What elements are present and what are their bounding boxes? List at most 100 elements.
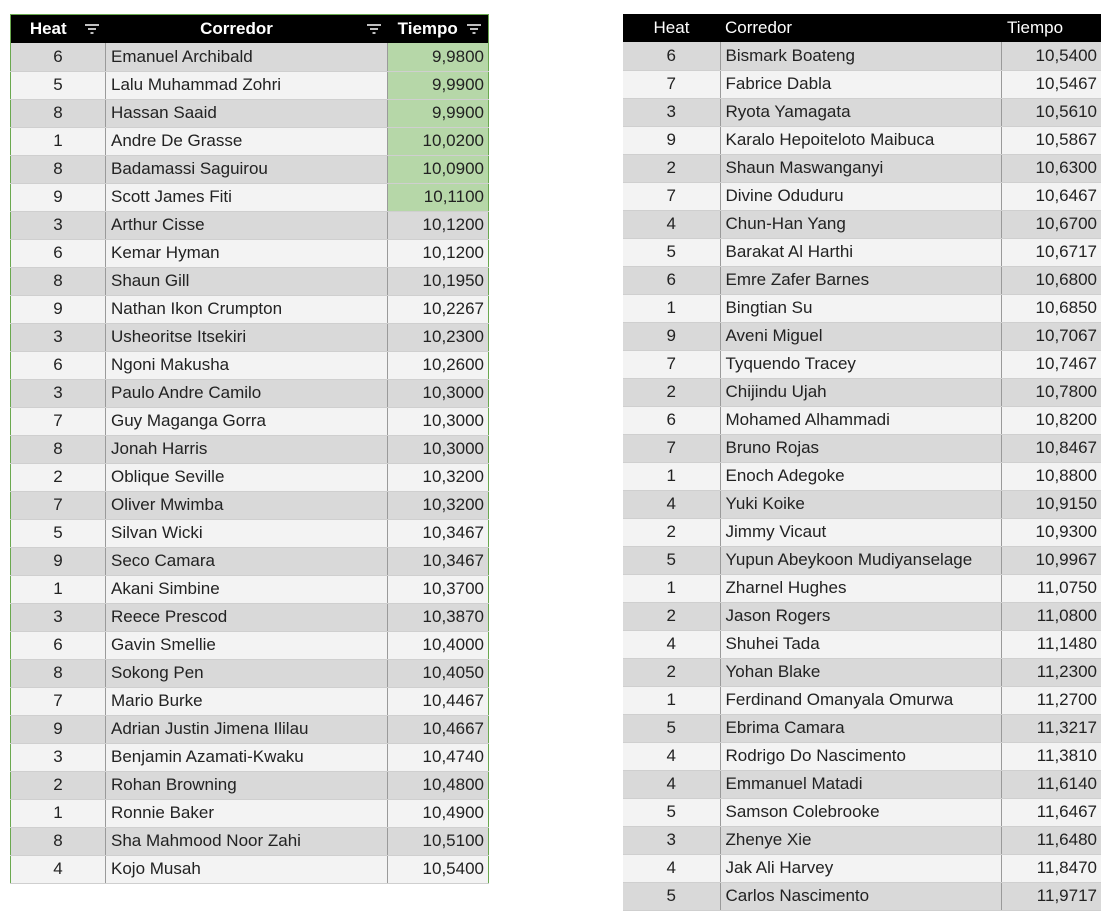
cell-runner[interactable]: Bismark Boateng bbox=[720, 42, 1002, 71]
cell-runner[interactable]: Samson Colebrooke bbox=[720, 798, 1002, 827]
cell-heat[interactable]: 2 bbox=[623, 378, 721, 407]
cell-heat[interactable]: 2 bbox=[623, 154, 721, 183]
cell-runner[interactable]: Hassan Saaid bbox=[105, 99, 388, 128]
cell-heat[interactable]: 6 bbox=[623, 42, 721, 71]
cell-runner[interactable]: Paulo Andre Camilo bbox=[105, 379, 388, 408]
cell-runner[interactable]: Yuki Koike bbox=[720, 490, 1002, 519]
cell-time[interactable]: 10,4800 bbox=[387, 771, 489, 800]
cell-heat[interactable]: 4 bbox=[623, 210, 721, 239]
cell-runner[interactable]: Barakat Al Harthi bbox=[720, 238, 1002, 267]
cell-runner[interactable]: Bingtian Su bbox=[720, 294, 1002, 323]
cell-time[interactable]: 10,7800 bbox=[1001, 378, 1101, 407]
cell-heat[interactable]: 9 bbox=[10, 295, 106, 324]
cell-runner[interactable]: Ngoni Makusha bbox=[105, 351, 388, 380]
cell-runner[interactable]: Jimmy Vicaut bbox=[720, 518, 1002, 547]
cell-time[interactable]: 11,2700 bbox=[1001, 686, 1101, 715]
cell-time[interactable]: 10,3700 bbox=[387, 575, 489, 604]
cell-time[interactable]: 10,1200 bbox=[387, 211, 489, 240]
cell-heat[interactable]: 5 bbox=[623, 546, 721, 575]
cell-runner[interactable]: Benjamin Azamati-Kwaku bbox=[105, 743, 388, 772]
cell-runner[interactable]: Fabrice Dabla bbox=[720, 70, 1002, 99]
cell-time[interactable]: 10,6700 bbox=[1001, 210, 1101, 239]
cell-heat[interactable]: 2 bbox=[623, 658, 721, 687]
cell-runner[interactable]: Reece Prescod bbox=[105, 603, 388, 632]
filter-icon[interactable] bbox=[366, 23, 382, 35]
cell-runner[interactable]: Arthur Cisse bbox=[105, 211, 388, 240]
cell-heat[interactable]: 8 bbox=[10, 155, 106, 184]
cell-time[interactable]: 10,5610 bbox=[1001, 98, 1101, 127]
cell-heat[interactable]: 3 bbox=[623, 826, 721, 855]
cell-time[interactable]: 10,7467 bbox=[1001, 350, 1101, 379]
cell-time[interactable]: 10,4667 bbox=[387, 715, 489, 744]
cell-time[interactable]: 10,3000 bbox=[387, 435, 489, 464]
cell-heat[interactable]: 9 bbox=[623, 126, 721, 155]
cell-heat[interactable]: 5 bbox=[623, 238, 721, 267]
cell-runner[interactable]: Shaun Gill bbox=[105, 267, 388, 296]
cell-heat[interactable]: 1 bbox=[10, 127, 106, 156]
cell-runner[interactable]: Mario Burke bbox=[105, 687, 388, 716]
cell-runner[interactable]: Emanuel Archibald bbox=[105, 43, 388, 72]
cell-runner[interactable]: Rodrigo Do Nascimento bbox=[720, 742, 1002, 771]
cell-heat[interactable]: 7 bbox=[623, 350, 721, 379]
cell-time[interactable]: 10,3000 bbox=[387, 379, 489, 408]
cell-runner[interactable]: Sha Mahmood Noor Zahi bbox=[105, 827, 388, 856]
cell-heat[interactable]: 4 bbox=[623, 854, 721, 883]
cell-time[interactable]: 10,5400 bbox=[387, 855, 489, 884]
cell-time[interactable]: 10,1100 bbox=[387, 183, 489, 212]
cell-heat[interactable]: 3 bbox=[10, 211, 106, 240]
cell-runner[interactable]: Jak Ali Harvey bbox=[720, 854, 1002, 883]
cell-heat[interactable]: 8 bbox=[10, 659, 106, 688]
cell-heat[interactable]: 4 bbox=[10, 855, 106, 884]
cell-heat[interactable]: 7 bbox=[10, 407, 106, 436]
cell-heat[interactable]: 3 bbox=[10, 603, 106, 632]
cell-runner[interactable]: Kojo Musah bbox=[105, 855, 388, 884]
cell-time[interactable]: 10,6717 bbox=[1001, 238, 1101, 267]
cell-heat[interactable]: 1 bbox=[10, 575, 106, 604]
cell-time[interactable]: 11,3217 bbox=[1001, 714, 1101, 743]
cell-heat[interactable]: 2 bbox=[623, 602, 721, 631]
cell-heat[interactable]: 3 bbox=[10, 379, 106, 408]
cell-time[interactable]: 11,6467 bbox=[1001, 798, 1101, 827]
cell-runner[interactable]: Emre Zafer Barnes bbox=[720, 266, 1002, 295]
cell-runner[interactable]: Tyquendo Tracey bbox=[720, 350, 1002, 379]
cell-time[interactable]: 11,9717 bbox=[1001, 882, 1101, 911]
cell-heat[interactable]: 6 bbox=[10, 239, 106, 268]
cell-time[interactable]: 10,8800 bbox=[1001, 462, 1101, 491]
cell-runner[interactable]: Andre De Grasse bbox=[105, 127, 388, 156]
cell-runner[interactable]: Zhenye Xie bbox=[720, 826, 1002, 855]
cell-heat[interactable]: 8 bbox=[10, 435, 106, 464]
cell-heat[interactable]: 5 bbox=[623, 798, 721, 827]
cell-heat[interactable]: 1 bbox=[623, 462, 721, 491]
cell-time[interactable]: 11,8470 bbox=[1001, 854, 1101, 883]
cell-heat[interactable]: 8 bbox=[10, 267, 106, 296]
cell-time[interactable]: 10,1950 bbox=[387, 267, 489, 296]
column-header-heat[interactable]: Heat bbox=[10, 14, 106, 43]
cell-runner[interactable]: Ryota Yamagata bbox=[720, 98, 1002, 127]
cell-time[interactable]: 10,0900 bbox=[387, 155, 489, 184]
cell-runner[interactable]: Nathan Ikon Crumpton bbox=[105, 295, 388, 324]
column-header-time[interactable]: Tiempo bbox=[1001, 14, 1101, 42]
cell-heat[interactable]: 8 bbox=[10, 827, 106, 856]
cell-time[interactable]: 10,5100 bbox=[387, 827, 489, 856]
cell-time[interactable]: 11,1480 bbox=[1001, 630, 1101, 659]
cell-runner[interactable]: Shaun Maswanganyi bbox=[720, 154, 1002, 183]
cell-runner[interactable]: Seco Camara bbox=[105, 547, 388, 576]
cell-heat[interactable]: 6 bbox=[10, 351, 106, 380]
cell-time[interactable]: 11,6480 bbox=[1001, 826, 1101, 855]
cell-runner[interactable]: Jonah Harris bbox=[105, 435, 388, 464]
cell-time[interactable]: 10,4050 bbox=[387, 659, 489, 688]
cell-time[interactable]: 10,1200 bbox=[387, 239, 489, 268]
cell-runner[interactable]: Mohamed Alhammadi bbox=[720, 406, 1002, 435]
cell-heat[interactable]: 2 bbox=[10, 463, 106, 492]
cell-heat[interactable]: 4 bbox=[623, 490, 721, 519]
cell-time[interactable]: 10,2300 bbox=[387, 323, 489, 352]
cell-runner[interactable]: Oblique Seville bbox=[105, 463, 388, 492]
cell-runner[interactable]: Gavin Smellie bbox=[105, 631, 388, 660]
cell-heat[interactable]: 8 bbox=[10, 99, 106, 128]
cell-heat[interactable]: 2 bbox=[623, 518, 721, 547]
filter-icon[interactable] bbox=[84, 23, 100, 35]
cell-time[interactable]: 10,4000 bbox=[387, 631, 489, 660]
cell-runner[interactable]: Ebrima Camara bbox=[720, 714, 1002, 743]
cell-runner[interactable]: Emmanuel Matadi bbox=[720, 770, 1002, 799]
cell-time[interactable]: 10,7067 bbox=[1001, 322, 1101, 351]
